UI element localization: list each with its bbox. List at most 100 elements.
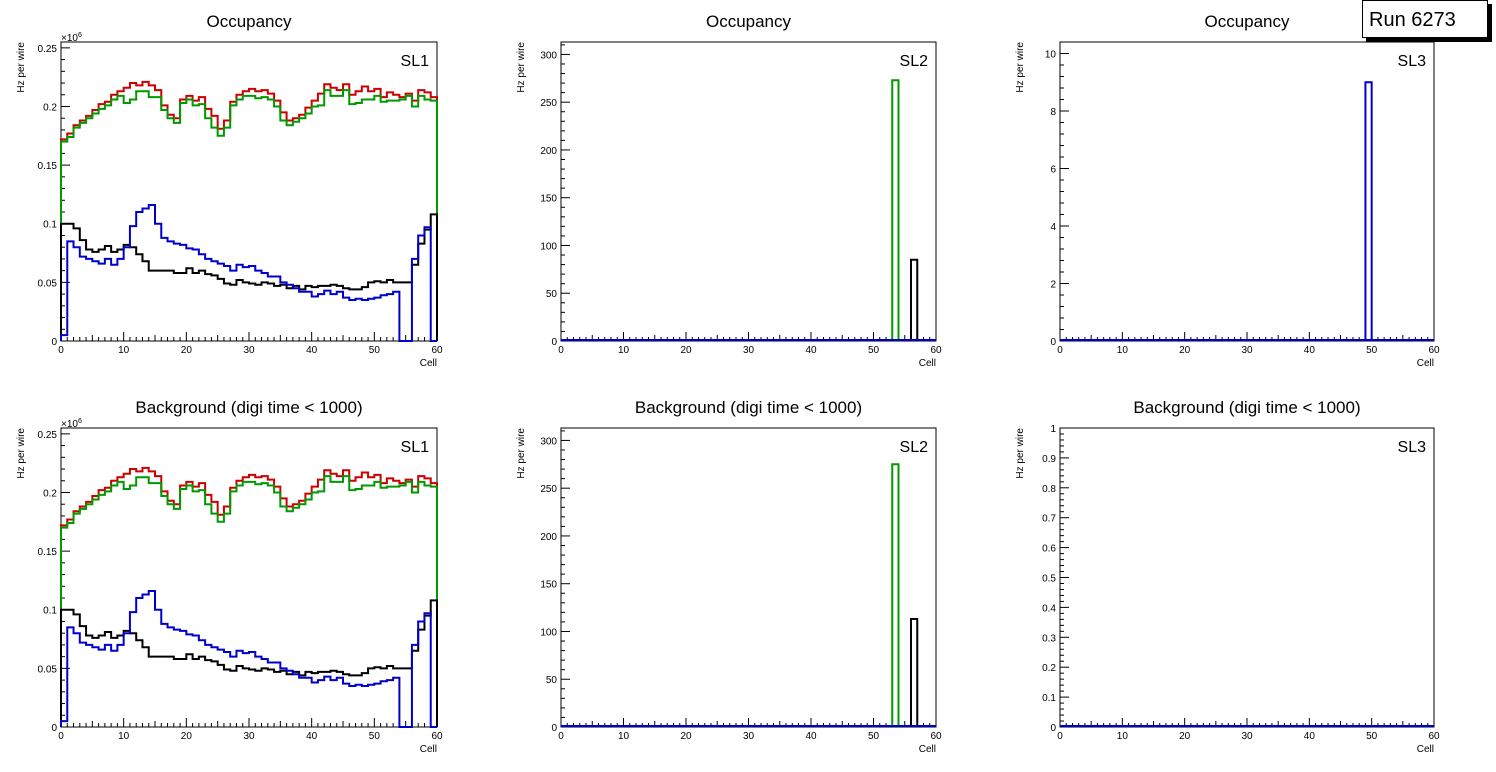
chart-panel-5: Background (digi time < 1000) 0 10 20 30 40 50… — [516, 398, 942, 755]
x-tick-label: 10 — [118, 345, 130, 356]
x-tick-label: 10 — [618, 345, 630, 356]
x-tick-label: 40 — [306, 345, 318, 356]
y-axis-label: Hz per wire — [516, 428, 527, 479]
y-tick-label: 0.7 — [1042, 514, 1056, 525]
superlayer-tag: SL1 — [401, 439, 430, 456]
x-axis-label: Cell — [919, 358, 936, 369]
x-tick-label: 60 — [431, 731, 443, 742]
histogram-series-black — [60, 213, 438, 341]
histogram-spike-green — [891, 463, 900, 727]
x-tick-label: 10 — [618, 731, 630, 742]
x-tick-label: 0 — [58, 731, 64, 742]
y-tick-label: 0.2 — [1042, 663, 1056, 674]
y-tick-label: 0.1 — [43, 606, 57, 617]
y-tick-label: 0.15 — [38, 547, 58, 558]
x-tick-label: 50 — [369, 731, 381, 742]
histogram-series-blue — [60, 589, 437, 728]
y-tick-label: 0.05 — [38, 278, 58, 289]
y-tick-label: 250 — [540, 484, 557, 495]
y-exponent-label: ×106 — [61, 418, 82, 430]
x-tick-label: 0 — [58, 345, 64, 356]
x-tick-label: 0 — [558, 345, 564, 356]
x-tick-label: 60 — [1428, 345, 1440, 356]
chart-panel-3: Occupancy 0 10 20 30 40 50 60 Cell 0 2 4 6 8 10 Hz per … — [1015, 12, 1440, 369]
y-tick-label: 0 — [1050, 337, 1056, 348]
x-tick-label: 30 — [1241, 731, 1253, 742]
chart-title: Occupancy — [206, 12, 292, 31]
y-tick-label: 0.4 — [1042, 603, 1056, 614]
y-tick-label: 0.6 — [1042, 544, 1056, 555]
y-tick-label: 4 — [1050, 222, 1056, 233]
y-tick-label: 50 — [546, 289, 558, 300]
x-tick-label: 20 — [680, 345, 692, 356]
chart-title: Occupancy — [1204, 12, 1290, 31]
y-tick-label: 6 — [1050, 165, 1056, 176]
x-axis-label: Cell — [420, 358, 437, 369]
plot-frame — [1059, 41, 1435, 342]
chart-panel-1: Occupancy 0 10 20 30 40 50 60 Cell 0 0.05 0.1 0.15 0.… — [16, 12, 443, 369]
y-tick-label: 0 — [51, 723, 57, 734]
y-tick-label: 50 — [546, 675, 558, 686]
y-tick-label: 0.1 — [1042, 693, 1056, 704]
x-tick-label: 0 — [1057, 731, 1063, 742]
chart-panel-2: Occupancy 0 10 20 30 40 50 60 Cell 0 50 100 150 200 25… — [516, 12, 942, 369]
y-tick-label: 250 — [540, 98, 557, 109]
histogram-spike-black — [910, 258, 919, 341]
x-tick-label: 0 — [1057, 345, 1063, 356]
superlayer-tag: SL2 — [900, 439, 929, 456]
y-axis-label: Hz per wire — [1015, 42, 1026, 93]
y-tick-label: 0.2 — [43, 488, 57, 499]
x-tick-label: 20 — [1179, 345, 1191, 356]
x-tick-label: 20 — [680, 731, 692, 742]
y-exponent-label: ×106 — [61, 32, 82, 44]
x-tick-label: 10 — [1117, 345, 1129, 356]
x-tick-label: 40 — [306, 731, 318, 742]
x-tick-label: 50 — [369, 345, 381, 356]
histogram-spike-green — [891, 79, 900, 341]
y-tick-label: 150 — [540, 194, 557, 205]
y-tick-label: 200 — [540, 146, 557, 157]
x-tick-label: 30 — [743, 731, 755, 742]
x-tick-label: 30 — [743, 345, 755, 356]
y-tick-label: 200 — [540, 532, 557, 543]
x-tick-label: 60 — [431, 345, 443, 356]
chart-title: Background (digi time < 1000) — [1133, 398, 1360, 417]
x-tick-label: 20 — [181, 731, 193, 742]
y-axis-label: Hz per wire — [1015, 428, 1026, 479]
x-tick-label: 50 — [868, 731, 880, 742]
x-tick-label: 40 — [1304, 345, 1316, 356]
x-tick-label: 50 — [1366, 345, 1378, 356]
y-tick-label: 0.25 — [38, 430, 58, 441]
y-tick-label: 0 — [1050, 723, 1056, 734]
plot-frame — [1059, 427, 1435, 728]
y-tick-label: 0.9 — [1042, 454, 1056, 465]
y-tick-label: 1 — [1050, 424, 1056, 435]
run-label: Run 6273 — [1369, 9, 1456, 31]
x-axis-label: Cell — [420, 744, 437, 755]
x-tick-label: 40 — [805, 345, 817, 356]
x-tick-label: 60 — [930, 345, 942, 356]
x-axis-label: Cell — [1417, 744, 1434, 755]
y-tick-label: 0.3 — [1042, 633, 1056, 644]
x-tick-label: 0 — [558, 731, 564, 742]
x-tick-label: 30 — [243, 731, 255, 742]
x-tick-label: 60 — [1428, 731, 1440, 742]
superlayer-tag: SL1 — [401, 53, 430, 70]
x-tick-label: 10 — [1117, 731, 1129, 742]
histogram-spike-black — [910, 618, 919, 727]
chart-title: Background (digi time < 1000) — [135, 398, 362, 417]
run-label-box: Run 6273 — [1362, 0, 1488, 38]
plot-frame — [560, 41, 937, 342]
y-tick-label: 300 — [540, 436, 557, 447]
x-axis-label: Cell — [1417, 358, 1434, 369]
superlayer-tag: SL3 — [1398, 439, 1427, 456]
x-tick-label: 40 — [805, 731, 817, 742]
y-tick-label: 0 — [551, 723, 557, 734]
y-tick-label: 0.5 — [1042, 574, 1056, 585]
y-tick-label: 0 — [551, 337, 557, 348]
y-tick-label: 10 — [1045, 50, 1057, 61]
y-tick-label: 0.1 — [43, 220, 57, 231]
y-tick-label: 150 — [540, 580, 557, 591]
y-axis-label: Hz per wire — [516, 42, 527, 93]
